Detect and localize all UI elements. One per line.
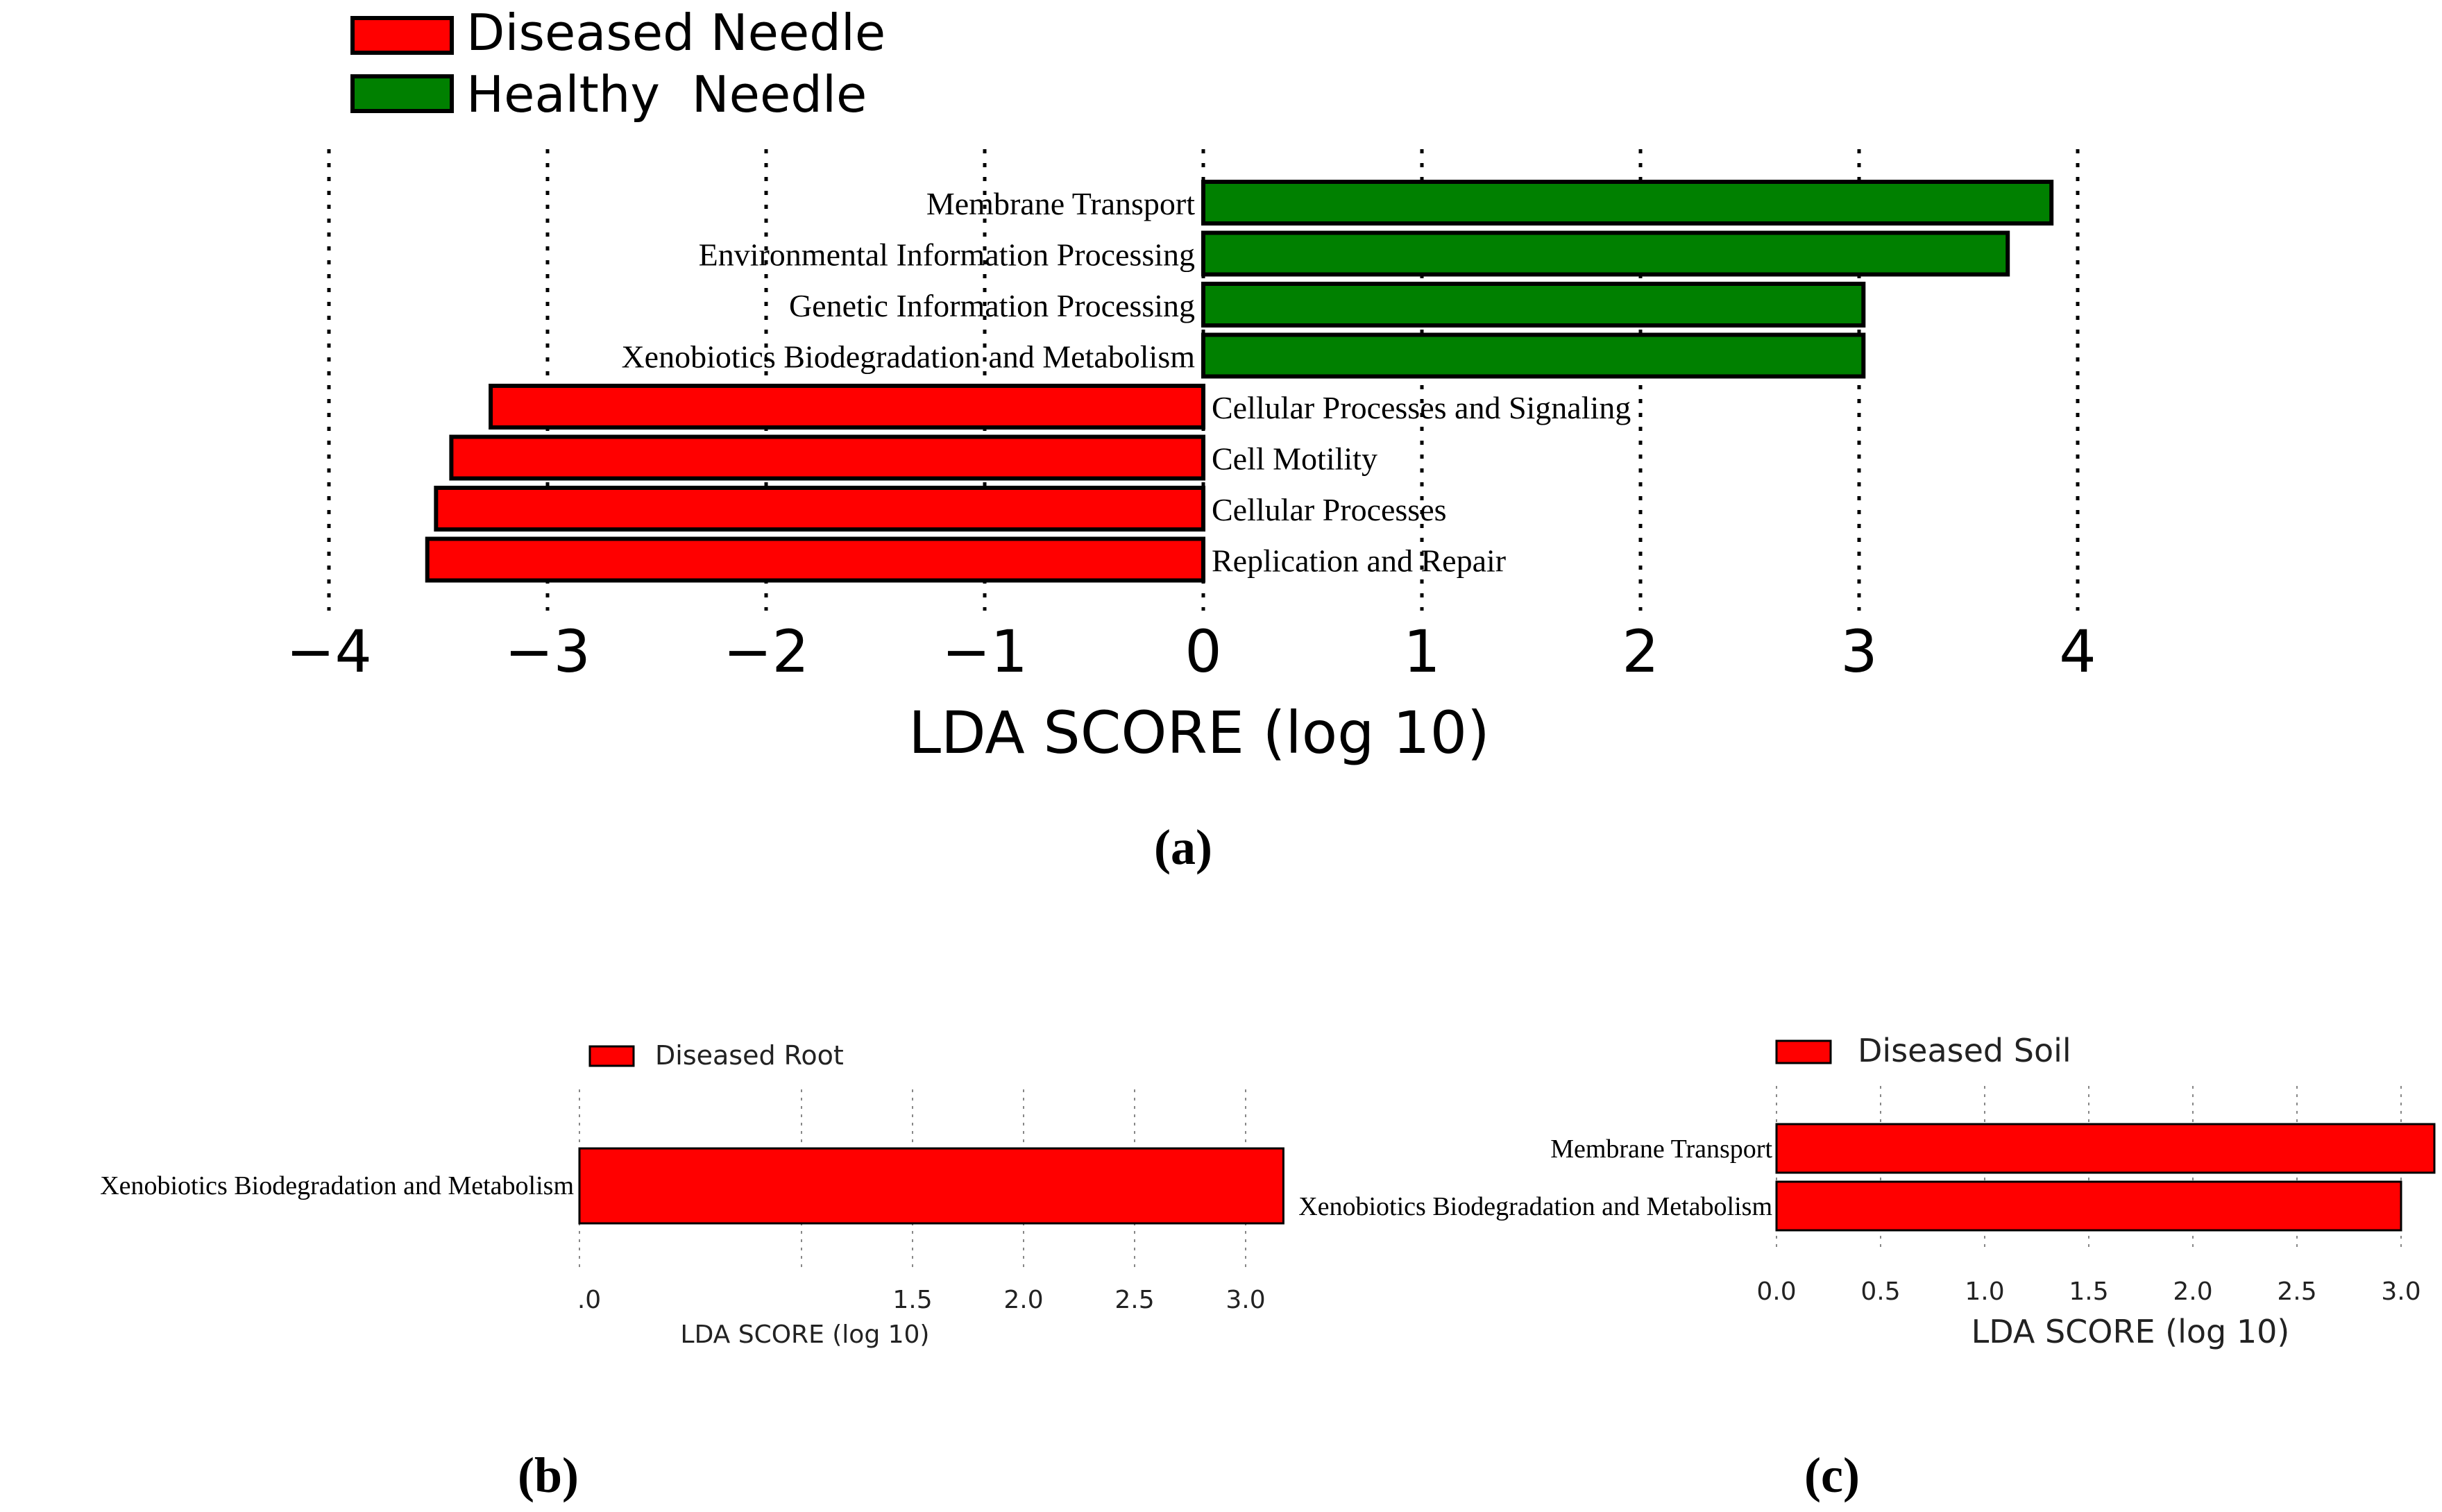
legend-label-diseased-needle: Diseased Needle <box>466 3 885 62</box>
panel-c-x-axis-title: LDA SCORE (log 10) <box>1972 1313 2290 1350</box>
panel-a-bar-genetic-information-processing <box>1201 282 1866 328</box>
panel-a-bar-cellular-processes <box>434 486 1205 532</box>
panel-a-x-tick-label: −2 <box>723 618 809 686</box>
legend-swatch-diseased-needle <box>350 16 454 55</box>
panel-a-chart: Diseased Needle Healthy Needle Membrane … <box>286 3 2096 875</box>
panel-c-x-tick-label: 1.5 <box>2069 1277 2108 1306</box>
panel-a-x-tick-label: 0 <box>1185 618 1221 686</box>
panel-b-bar-xenobiotics-biodegradation-and-metabolism <box>578 1147 1284 1225</box>
panel-a-x-tick-label: 4 <box>2059 618 2096 686</box>
panel-c-bar-membrane-transport <box>1775 1123 2436 1174</box>
panel-c-category-label: Xenobiotics Biodegradation and Metabolis… <box>1298 1192 1772 1221</box>
panel-b-x-tick-label: 3.0 <box>1226 1286 1265 1314</box>
panel-a-bar-replication-and-repair <box>425 536 1205 583</box>
panel-c-x-tick-label: 1.0 <box>1965 1277 2004 1306</box>
panel-a-x-axis-title: LDA SCORE (log 10) <box>908 699 1490 767</box>
panel-a-bar-environmental-information-processing <box>1201 230 2010 277</box>
legend-swatch-diseased-soil <box>1775 1039 1832 1064</box>
legend-swatch-diseased-root <box>588 1045 635 1067</box>
panel-a-x-tick-label: 1 <box>1403 618 1440 686</box>
panel-a-category-label: Xenobiotics Biodegradation and Metabolis… <box>621 339 1195 375</box>
panel-c-chart: Diseased Soil Membrane Transport Xenobiot… <box>1298 1032 2436 1503</box>
panel-b-x-tick-label: .0 <box>577 1286 601 1314</box>
panel-a-bar-membrane-transport <box>1201 180 2054 226</box>
panel-a-category-label: Cellular Processes <box>1212 492 1447 527</box>
panel-a-x-tick-label: −3 <box>504 618 591 686</box>
panel-a-category-label: Cell Motility <box>1212 441 1377 477</box>
panel-c-x-tick-label: 3.0 <box>2381 1277 2420 1306</box>
legend-label-diseased-root: Diseased Root <box>655 1040 844 1071</box>
panel-b-label: (b) <box>518 1447 579 1503</box>
legend-label-healthy-needle: Healthy Needle <box>466 65 867 124</box>
panel-b-chart: Diseased Root Xenobiotics Biodegradation… <box>100 1040 1284 1503</box>
panel-a-bar-cellular-processes-and-signaling <box>489 384 1205 430</box>
panel-c-bar-xenobiotics-biodegradation-and-metabolism <box>1775 1180 2402 1232</box>
panel-c-x-tick-label: 2.5 <box>2277 1277 2316 1306</box>
panel-c-label: (c) <box>1804 1447 1860 1503</box>
panel-a-x-tick-label: 3 <box>1840 618 1877 686</box>
legend-swatch-healthy-needle <box>350 74 454 113</box>
panel-a-x-tick-label: −4 <box>286 618 372 686</box>
panel-a-bar-xenobiotics-biodegradation-and-metabolism <box>1201 332 1866 379</box>
panel-b-x-tick-label: 2.5 <box>1114 1286 1154 1314</box>
panel-a-category-label: Environmental Information Processing <box>699 237 1195 273</box>
panel-c-x-tick-label: 0.0 <box>1756 1277 1796 1306</box>
panel-a-x-tick-label: 2 <box>1622 618 1659 686</box>
panel-a-category-label: Cellular Processes and Signaling <box>1212 390 1631 425</box>
panel-a-category-label: Replication and Repair <box>1212 543 1506 579</box>
legend-label-diseased-soil: Diseased Soil <box>1858 1032 2071 1069</box>
panel-c-x-tick-label: 2.0 <box>2173 1277 2212 1306</box>
panel-a-category-label: Membrane Transport <box>926 186 1195 221</box>
panel-c-category-label: Membrane Transport <box>1550 1135 1772 1164</box>
panel-c-x-tick-label: 0.5 <box>1860 1277 1900 1306</box>
panel-b-category-label: Xenobiotics Biodegradation and Metabolis… <box>100 1171 574 1200</box>
panel-b-x-axis-title: LDA SCORE (log 10) <box>681 1320 930 1349</box>
panel-b-x-tick-label: 1.5 <box>892 1286 932 1314</box>
panel-a-bar-cell-motility <box>449 434 1205 481</box>
panel-a-category-label: Genetic Information Processing <box>789 288 1195 323</box>
panel-b-x-tick-label: 2.0 <box>1003 1286 1043 1314</box>
panel-a-x-tick-label: −1 <box>942 618 1028 686</box>
panel-a-label: (a) <box>1154 819 1212 875</box>
